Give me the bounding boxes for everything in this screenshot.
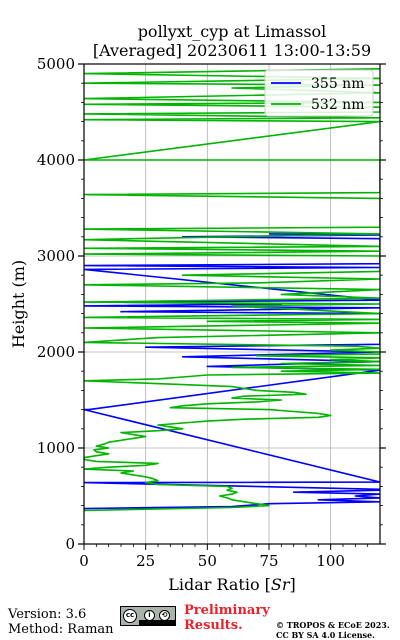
- x-tick-label: 100: [316, 552, 345, 570]
- y-tick-label: 5000: [37, 55, 75, 73]
- preliminary-line-2: Results.: [184, 618, 243, 633]
- x-tick-label: 50: [198, 552, 217, 570]
- series-line-532-nm: [84, 68, 380, 512]
- legend: 355 nm 532 nm: [264, 69, 374, 117]
- copyright-notice: © TROPOS & ECoE 2023. CC BY SA 4.0 Licen…: [276, 620, 390, 640]
- y-axis-label: Height (m): [9, 260, 28, 348]
- legend-label-532: 532 nm: [311, 97, 364, 113]
- preliminary-line-1: Preliminary: [184, 603, 270, 618]
- x-tick-label: 0: [79, 552, 89, 570]
- preliminary-notice: Preliminary Results.: [184, 603, 270, 633]
- series-group: [84, 68, 380, 512]
- copyright-line-2: CC BY SA 4.0 License.: [276, 630, 375, 640]
- badge-strip: [139, 620, 175, 625]
- y-tick-label: 1000: [37, 439, 75, 457]
- version-text: Version: 3.6: [8, 607, 87, 622]
- legend-label-355: 355 nm: [311, 76, 364, 92]
- chart-subtitle: [Averaged] 20230611 13:00-13:59: [92, 41, 372, 60]
- axis-labels: Lidar Ratio [Sr] Height (m): [9, 260, 296, 594]
- cc-icon: cc: [123, 609, 137, 623]
- method-text: Method: Raman: [8, 622, 114, 637]
- series-line-355-nm: [84, 233, 380, 510]
- y-tick-label: 2000: [37, 343, 75, 361]
- x-tick-label: 75: [259, 552, 278, 570]
- y-tick-label: 4000: [37, 151, 75, 169]
- x-axis-label: Lidar Ratio [Sr]: [168, 575, 296, 594]
- chart-title: pollyxt_cyp at Limassol: [137, 22, 327, 41]
- y-tick-label: 3000: [37, 247, 75, 265]
- copyright-line-1: © TROPOS & ECoE 2023.: [276, 620, 390, 630]
- cc-license-badge: cc i ⟲: [120, 606, 176, 626]
- y-tick-label: 0: [65, 535, 75, 553]
- x-tick-label: 25: [136, 552, 155, 570]
